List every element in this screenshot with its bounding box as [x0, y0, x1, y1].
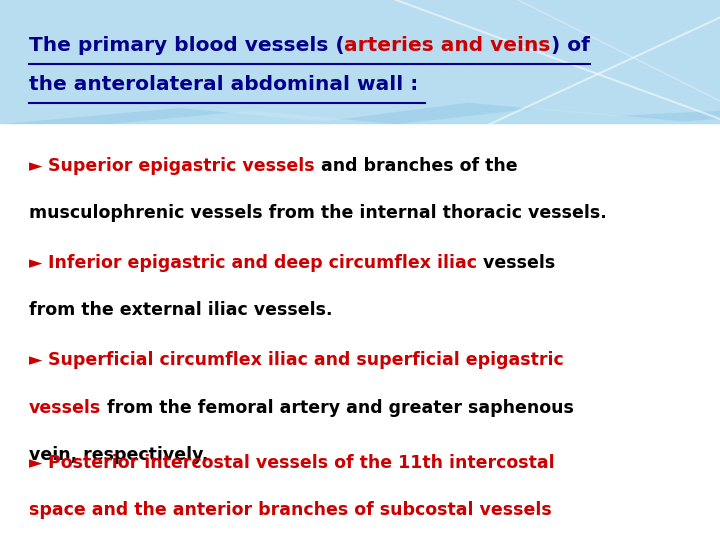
Text: musculophrenic vessels from the internal thoracic vessels.: musculophrenic vessels from the internal… — [29, 204, 606, 222]
Text: from the external iliac vessels.: from the external iliac vessels. — [29, 301, 333, 319]
Text: Posterior intercostal vessels of the 11th intercostal: Posterior intercostal vessels of the 11t… — [48, 454, 555, 471]
Text: from the femoral artery and greater saphenous: from the femoral artery and greater saph… — [101, 399, 574, 416]
Text: Inferior epigastric and deep circumflex iliac: Inferior epigastric and deep circumflex … — [48, 254, 477, 272]
Text: Superficial circumflex iliac and superficial epigastric: Superficial circumflex iliac and superfi… — [48, 351, 564, 369]
Text: ) of: ) of — [551, 36, 590, 56]
Text: ►: ► — [29, 454, 48, 471]
Text: ►: ► — [29, 157, 48, 174]
Text: ►: ► — [29, 351, 48, 369]
Text: vessels: vessels — [477, 254, 555, 272]
Polygon shape — [108, 108, 720, 124]
Text: space and the anterior branches of subcostal vessels: space and the anterior branches of subco… — [29, 501, 552, 519]
Text: and branches of the: and branches of the — [315, 157, 518, 174]
Text: Superior epigastric vessels: Superior epigastric vessels — [48, 157, 315, 174]
Text: vein, respectively.: vein, respectively. — [29, 446, 208, 464]
Text: arteries and veins: arteries and veins — [344, 36, 551, 56]
Text: vessels: vessels — [29, 399, 101, 416]
Text: The primary blood vessels (: The primary blood vessels ( — [29, 36, 344, 56]
FancyBboxPatch shape — [0, 0, 720, 124]
Polygon shape — [0, 103, 720, 124]
Text: the anterolateral abdominal wall :: the anterolateral abdominal wall : — [29, 75, 425, 94]
Text: ►: ► — [29, 254, 48, 272]
